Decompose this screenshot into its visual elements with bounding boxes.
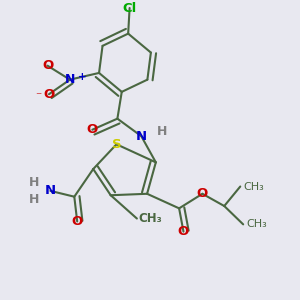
Text: CH₃: CH₃ bbox=[138, 212, 162, 225]
Text: O: O bbox=[43, 88, 55, 101]
Text: O: O bbox=[42, 59, 53, 72]
Text: O: O bbox=[72, 215, 83, 228]
Text: N: N bbox=[65, 73, 75, 86]
Text: O: O bbox=[178, 225, 189, 238]
Text: S: S bbox=[112, 138, 121, 151]
Text: CH₃: CH₃ bbox=[246, 219, 267, 230]
Text: O: O bbox=[87, 123, 98, 136]
Text: H: H bbox=[157, 125, 167, 138]
Text: H: H bbox=[29, 193, 40, 206]
Text: N: N bbox=[136, 130, 147, 142]
Text: H: H bbox=[29, 176, 40, 189]
Text: Cl: Cl bbox=[122, 2, 137, 14]
Text: ⁻: ⁻ bbox=[35, 90, 41, 103]
Text: O: O bbox=[197, 187, 208, 200]
Text: CH₃: CH₃ bbox=[243, 182, 264, 191]
Text: N: N bbox=[45, 184, 56, 197]
Text: +: + bbox=[78, 72, 86, 82]
